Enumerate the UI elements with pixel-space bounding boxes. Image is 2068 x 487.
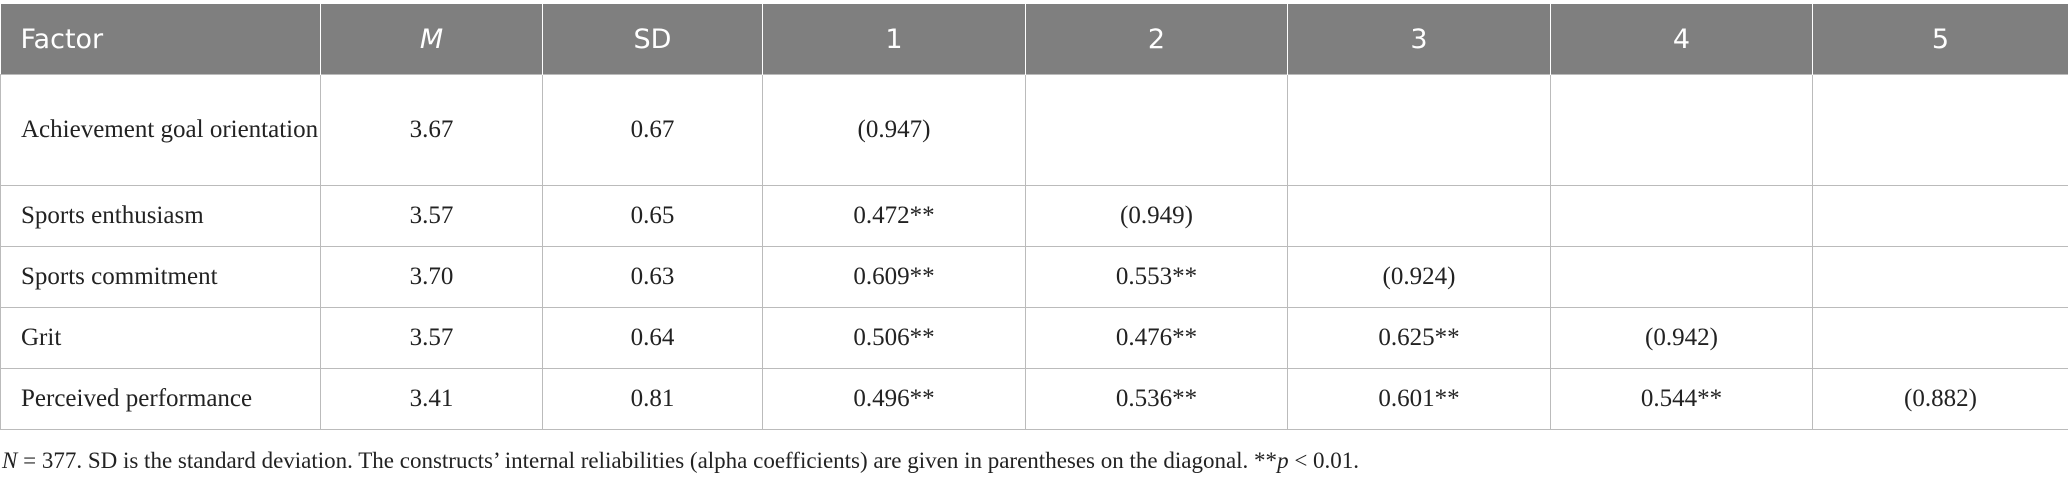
table-row: Achievement goal orientation 3.67 0.67 (0.9… <box>0 74 2068 186</box>
table-cell: 0.625** <box>1287 307 1551 369</box>
header-cell: SD <box>542 4 763 75</box>
footnote-text: p <box>1277 448 1289 473</box>
table-cell: 0.67 <box>542 74 763 186</box>
table-cell: 0.63 <box>542 246 763 308</box>
empty-cell <box>1550 246 1813 308</box>
header-cell: 3 <box>1287 4 1551 75</box>
table-cell: 3.41 <box>320 368 543 430</box>
header-cell: M <box>320 4 543 75</box>
header-cell: 1 <box>762 4 1026 75</box>
table-row: Sports enthusiasm 3.57 0.65 0.472** (0.949) <box>0 185 2068 247</box>
header-cell: Factor <box>0 4 321 75</box>
table-row: Perceived performance 3.41 0.81 0.496** 0.53… <box>0 368 2068 430</box>
table-cell: 0.609** <box>762 246 1026 308</box>
header-cell: 2 <box>1025 4 1288 75</box>
row-label: Perceived performance <box>0 368 321 430</box>
table-cell: 0.476** <box>1025 307 1288 369</box>
table-cell: 0.496** <box>762 368 1026 430</box>
empty-cell <box>1812 246 2068 308</box>
empty-cell <box>1287 74 1551 186</box>
header-cell: 5 <box>1812 4 2068 75</box>
table-cell: (0.942) <box>1550 307 1813 369</box>
table-cell: (0.882) <box>1812 368 2068 430</box>
table-cell: 0.81 <box>542 368 763 430</box>
table-cell: 0.544** <box>1550 368 1813 430</box>
header-cell: 4 <box>1550 4 1813 75</box>
table-cell: 3.57 <box>320 185 543 247</box>
table-cell: 0.472** <box>762 185 1026 247</box>
empty-cell <box>1550 74 1813 186</box>
empty-cell <box>1025 74 1288 186</box>
table-cell: (0.949) <box>1025 185 1288 247</box>
table-row: Sports commitment 3.70 0.63 0.609** 0.553**(… <box>0 246 2068 308</box>
table-cell: 3.57 <box>320 307 543 369</box>
empty-cell <box>1287 185 1551 247</box>
table-cell: 3.70 <box>320 246 543 308</box>
footnote-text: = 377. SD is the standard deviation. The… <box>17 448 1278 473</box>
table-cell: (0.947) <box>762 74 1026 186</box>
table-cell: 3.67 <box>320 74 543 186</box>
empty-cell <box>1550 185 1813 247</box>
table-cell: 0.506** <box>762 307 1026 369</box>
row-label: Achievement goal orientation <box>0 74 321 186</box>
correlation-table: Factor M SD 1 2 3 4 5 Achievement goal orientat… <box>0 4 2068 430</box>
footnote-text: < 0.01. <box>1288 448 1360 473</box>
table-cell: 0.553** <box>1025 246 1288 308</box>
table-cell: 0.536** <box>1025 368 1288 430</box>
row-label: Grit <box>0 307 321 369</box>
table-cell: 0.65 <box>542 185 763 247</box>
table-row: Grit 3.57 0.64 0.506** 0.476** 0.625** (0.942) <box>0 307 2068 369</box>
table-cell: 0.601** <box>1287 368 1551 430</box>
empty-cell <box>1812 307 2068 369</box>
row-label: Sports commitment <box>0 246 321 308</box>
empty-cell <box>1812 74 2068 186</box>
table-cell: (0.924) <box>1287 246 1551 308</box>
footnote-text: N <box>2 448 18 473</box>
table-body: Achievement goal orientation 3.67 0.67 (0.9… <box>0 74 2068 430</box>
footnote: N = 377. SD is the standard deviation. T… <box>2 448 1359 474</box>
table-cell: 0.64 <box>542 307 763 369</box>
empty-cell <box>1812 185 2068 247</box>
row-label: Sports enthusiasm <box>0 185 321 247</box>
header-row: Factor M SD 1 2 3 4 5 <box>0 4 2068 75</box>
